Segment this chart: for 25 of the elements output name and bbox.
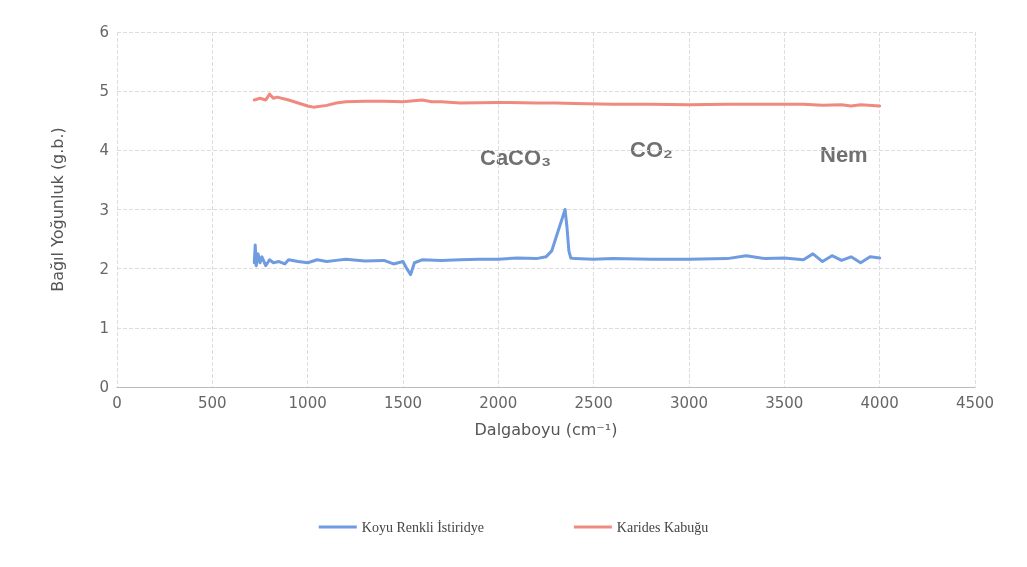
y-tick-label: 2 <box>99 259 109 278</box>
x-tick-label: 1000 <box>288 393 327 412</box>
x-tick-label: 0 <box>112 393 122 412</box>
annotation: CO₂ <box>630 136 673 162</box>
legend-label: Koyu Renkli İstiridye <box>361 519 484 535</box>
legend-label: Karides Kabuğu <box>616 519 709 535</box>
y-tick-label: 6 <box>99 23 109 41</box>
x-tick-label: 4000 <box>860 393 899 412</box>
x-tick-label: 3500 <box>765 393 804 412</box>
annotation: CaCO₃ <box>480 144 552 170</box>
x-axis-title: Dalgaboyu (cm⁻¹) <box>474 419 618 439</box>
y-tick-label: 5 <box>99 82 109 101</box>
line-series <box>252 208 882 277</box>
y-tick-label: 3 <box>99 200 109 219</box>
y-tick-label: 1 <box>99 318 109 337</box>
x-tick-label: 2500 <box>574 393 613 412</box>
x-tick-label: 2000 <box>479 393 518 412</box>
x-tick-label: 1500 <box>383 393 423 412</box>
y-tick-label: 4 <box>99 141 109 160</box>
y-tick-label: 0 <box>99 378 109 396</box>
x-tick-label: 500 <box>198 393 227 412</box>
y-axis-title: Bağıl Yoğunluk (g.b.) <box>47 127 67 292</box>
line-series <box>252 92 882 109</box>
x-tick-label: 3000 <box>669 393 709 412</box>
x-tick-label: 4500 <box>955 393 995 412</box>
